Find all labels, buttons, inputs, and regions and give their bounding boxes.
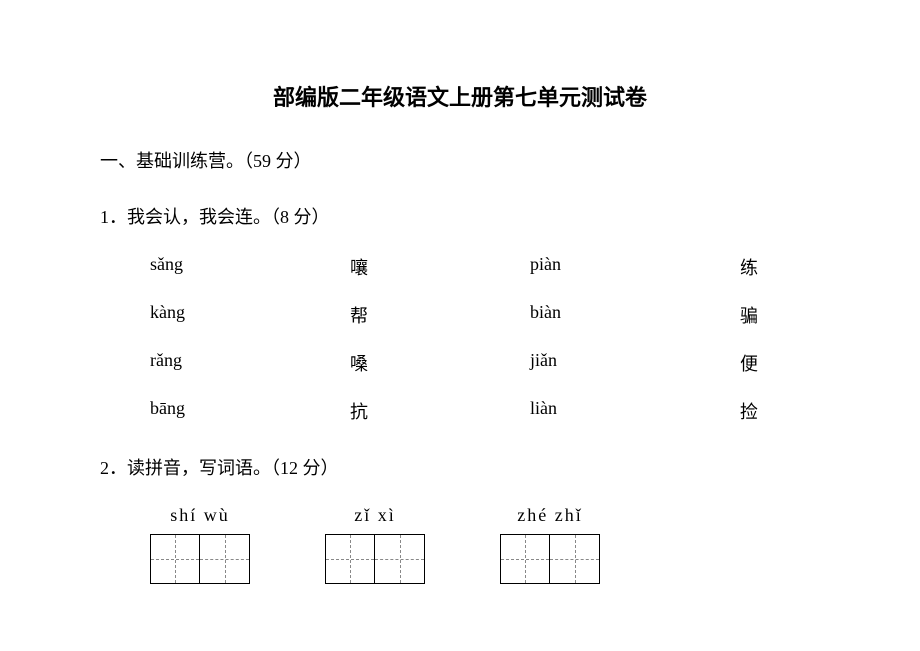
question-1: 1．我会认，我会连。（8 分） bbox=[100, 203, 820, 229]
char-cell: 嚷 bbox=[350, 254, 530, 280]
tian-box bbox=[200, 534, 250, 584]
char-cell: 骗 bbox=[740, 302, 820, 328]
pinyin-cell: biàn bbox=[530, 302, 740, 328]
pinyin-cell: liàn bbox=[530, 398, 740, 424]
char-cell: 嗓 bbox=[350, 350, 530, 376]
pinyin-group: zǐ xì bbox=[325, 505, 425, 584]
question-2: 2．读拼音，写词语。（12 分） bbox=[100, 454, 820, 480]
pinyin-label: zhé zhǐ bbox=[517, 505, 582, 526]
match-row: kàng 帮 biàn 骗 bbox=[150, 302, 820, 328]
pinyin-label: shí wù bbox=[170, 505, 230, 526]
pinyin-cell: sǎng bbox=[150, 254, 350, 280]
tian-box bbox=[150, 534, 200, 584]
match-row: bāng 抗 liàn 捡 bbox=[150, 398, 820, 424]
pinyin-write-section: shí wù zǐ xì zhé zhǐ bbox=[150, 505, 820, 584]
tian-box-container bbox=[325, 534, 425, 584]
match-row: rǎng 嗓 jiǎn 便 bbox=[150, 350, 820, 376]
char-cell: 便 bbox=[740, 350, 820, 376]
tian-box bbox=[550, 534, 600, 584]
char-cell: 捡 bbox=[740, 398, 820, 424]
pinyin-cell: jiǎn bbox=[530, 350, 740, 376]
match-row: sǎng 嚷 piàn 练 bbox=[150, 254, 820, 280]
tian-box bbox=[500, 534, 550, 584]
tian-box bbox=[375, 534, 425, 584]
tian-box-container bbox=[150, 534, 250, 584]
tian-box bbox=[325, 534, 375, 584]
pinyin-group: shí wù bbox=[150, 505, 250, 584]
pinyin-cell: bāng bbox=[150, 398, 350, 424]
pinyin-group: zhé zhǐ bbox=[500, 505, 600, 584]
pinyin-cell: rǎng bbox=[150, 350, 350, 376]
tian-box-container bbox=[500, 534, 600, 584]
match-table: sǎng 嚷 piàn 练 kàng 帮 biàn 骗 rǎng 嗓 jiǎn … bbox=[150, 254, 820, 424]
char-cell: 帮 bbox=[350, 302, 530, 328]
pinyin-label: zǐ xì bbox=[354, 505, 396, 526]
pinyin-cell: kàng bbox=[150, 302, 350, 328]
section-header: 一、基础训练营。（59 分） bbox=[100, 147, 820, 173]
char-cell: 抗 bbox=[350, 398, 530, 424]
page-title: 部编版二年级语文上册第七单元测试卷 bbox=[100, 80, 820, 112]
char-cell: 练 bbox=[740, 254, 820, 280]
pinyin-cell: piàn bbox=[530, 254, 740, 280]
